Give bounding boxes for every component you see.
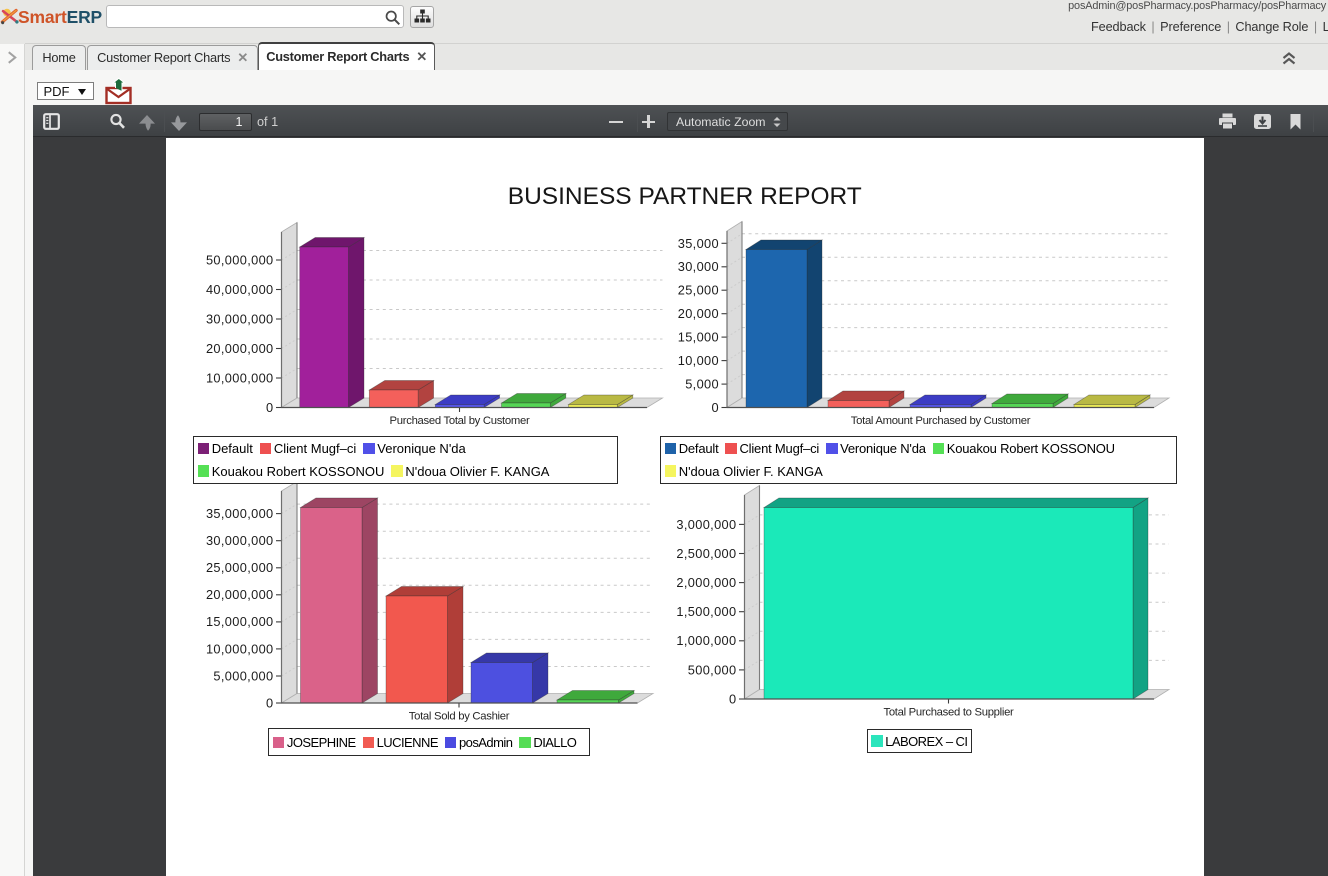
svg-text:20,000,000: 20,000,000 bbox=[205, 587, 273, 602]
svg-text:500,000: 500,000 bbox=[687, 662, 736, 677]
svg-text:5,000: 5,000 bbox=[685, 376, 719, 391]
svg-text:3,000,000: 3,000,000 bbox=[676, 517, 736, 532]
svg-text:10,000,000: 10,000,000 bbox=[205, 641, 273, 656]
svg-text:30,000,000: 30,000,000 bbox=[205, 311, 273, 326]
svg-text:1,000,000: 1,000,000 bbox=[676, 633, 736, 648]
svg-text:2,000,000: 2,000,000 bbox=[676, 575, 736, 590]
svg-text:5,000,000: 5,000,000 bbox=[213, 668, 273, 683]
svg-text:30,000: 30,000 bbox=[677, 259, 718, 274]
svg-text:30,000,000: 30,000,000 bbox=[205, 533, 273, 548]
svg-text:10,000,000: 10,000,000 bbox=[205, 370, 273, 385]
svg-text:0: 0 bbox=[729, 691, 736, 706]
svg-text:Total Amount Purchased by Cust: Total Amount Purchased by Customer bbox=[850, 415, 1030, 427]
svg-text:Total Sold by Cashier: Total Sold by Cashier bbox=[408, 711, 509, 723]
svg-text:0: 0 bbox=[266, 695, 273, 710]
svg-text:Purchased Total by Customer: Purchased Total by Customer bbox=[389, 415, 529, 427]
svg-text:35,000,000: 35,000,000 bbox=[205, 506, 273, 521]
svg-text:15,000,000: 15,000,000 bbox=[205, 614, 273, 629]
svg-text:20,000,000: 20,000,000 bbox=[205, 341, 273, 356]
svg-text:25,000,000: 25,000,000 bbox=[205, 560, 273, 575]
svg-text:35,000: 35,000 bbox=[677, 236, 718, 251]
svg-text:0: 0 bbox=[266, 400, 273, 415]
svg-text:15,000: 15,000 bbox=[677, 330, 718, 345]
svg-text:1,500,000: 1,500,000 bbox=[676, 604, 736, 619]
svg-text:50,000,000: 50,000,000 bbox=[205, 252, 273, 267]
svg-text:0: 0 bbox=[711, 400, 718, 415]
svg-text:2,500,000: 2,500,000 bbox=[676, 546, 736, 561]
svg-text:10,000: 10,000 bbox=[677, 353, 718, 368]
svg-text:25,000: 25,000 bbox=[677, 283, 718, 298]
svg-text:Total Purchased to Supplier: Total Purchased to Supplier bbox=[883, 707, 1014, 719]
svg-text:40,000,000: 40,000,000 bbox=[205, 282, 273, 297]
svg-text:20,000: 20,000 bbox=[677, 306, 718, 321]
